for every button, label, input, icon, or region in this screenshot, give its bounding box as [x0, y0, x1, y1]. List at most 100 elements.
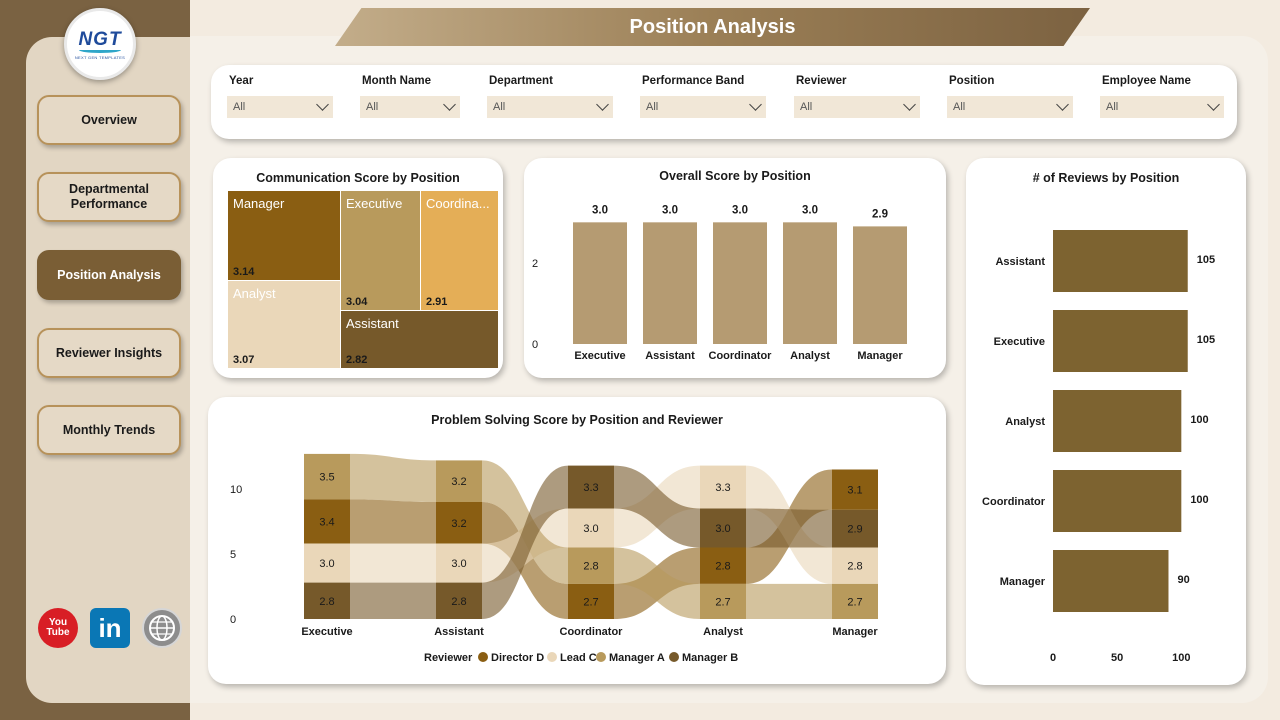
chevron-down-icon	[749, 98, 762, 111]
ribbon-segment[interactable]	[436, 502, 482, 544]
y-tick-label: 0	[230, 614, 236, 626]
ribbon-band-manager-b[interactable]	[746, 508, 832, 548]
dropdown-value: All	[953, 101, 966, 113]
ribbon-band-manager-a[interactable]	[350, 453, 436, 502]
x-tick-label: Analyst	[703, 626, 743, 638]
legend-entry[interactable]: Manager B	[682, 652, 738, 664]
hbar-analyst[interactable]	[1053, 390, 1182, 452]
treemap-tile-coordinator[interactable]	[421, 191, 498, 310]
ribbon-segment[interactable]	[304, 453, 350, 500]
website-globe-icon[interactable]	[142, 608, 182, 648]
filter-label: Year	[229, 75, 254, 87]
nav-monthly-trends-button[interactable]: Monthly Trends	[37, 405, 181, 455]
treemap-value: 2.82	[346, 354, 367, 366]
x-tick-label: 100	[1172, 652, 1190, 664]
page-title: Position Analysis	[629, 15, 796, 38]
reviewer-dropdown[interactable]: All	[794, 96, 920, 118]
bar-executive[interactable]	[573, 222, 627, 344]
dropdown-value: All	[493, 101, 506, 113]
legend-entry[interactable]: Director D	[491, 652, 544, 664]
ribbon-segment[interactable]	[304, 582, 350, 619]
logo-text: NGT	[78, 28, 122, 50]
ribbon-segment[interactable]	[436, 582, 482, 619]
ribbon-segment[interactable]	[568, 583, 614, 619]
treemap-label: Executive	[346, 196, 402, 211]
youtube-icon[interactable]: You Tube	[38, 608, 78, 648]
bar-coordinator[interactable]	[713, 222, 767, 344]
treemap-tile-assistant[interactable]	[341, 311, 498, 368]
bar-analyst[interactable]	[783, 222, 837, 344]
performance-band-dropdown[interactable]: All	[640, 96, 766, 118]
logo-swoosh-icon	[79, 47, 121, 53]
ribbon-segment[interactable]	[700, 547, 746, 584]
ribbon-segment[interactable]	[304, 543, 350, 583]
ribbon-segment[interactable]	[832, 469, 878, 510]
ribbon-segment[interactable]	[832, 547, 878, 584]
ribbon-band-lead-c[interactable]	[350, 543, 436, 583]
employee-name-dropdown[interactable]: All	[1100, 96, 1224, 118]
ribbon-segment[interactable]	[568, 547, 614, 584]
dropdown-value: All	[1106, 101, 1119, 113]
overall-score-chart: 3.0 Executive 3.0 Assistant 3.0 Coordinator 3.…	[532, 204, 907, 362]
hbar-assistant[interactable]	[1053, 230, 1188, 292]
ribbon-segment[interactable]	[832, 509, 878, 548]
bar-data-label: 3.0	[802, 204, 818, 216]
treemap-label: Manager	[233, 196, 285, 211]
bar-data-label: 3.0	[732, 204, 748, 216]
legend-marker	[669, 652, 679, 662]
hbar-manager[interactable]	[1053, 550, 1169, 612]
ngt-logo: NGT NEXT GEN TEMPLATES	[64, 8, 136, 80]
ribbon-band-director-d[interactable]	[350, 499, 436, 544]
ribbon-segment[interactable]	[568, 465, 614, 509]
ribbon-segment[interactable]	[700, 583, 746, 619]
ribbon-chart: 3.5 3.4 3.0 2.8 3.2 3.2 3.0 2.8 3.3 3.0 2.8 2.7 3.3 3…	[230, 453, 878, 664]
y-category-label: Analyst	[1005, 416, 1045, 428]
ribbon-band-manager-b[interactable]	[614, 465, 700, 548]
bar-assistant[interactable]	[643, 222, 697, 344]
month-dropdown[interactable]: All	[360, 96, 460, 118]
hbar-coordinator[interactable]	[1053, 470, 1182, 532]
nav-position-analysis-button[interactable]: Position Analysis	[37, 250, 181, 300]
treemap-value: 3.07	[233, 354, 254, 366]
chart-title: Problem Solving Score by Position and Re…	[431, 413, 723, 427]
filter-label: Month Name	[362, 75, 431, 87]
segment-value-label: 2.8	[583, 561, 598, 573]
x-tick-label: Manager	[857, 350, 903, 362]
ribbon-segment[interactable]	[436, 460, 482, 502]
treemap-tile-executive[interactable]	[341, 191, 420, 310]
legend-entry[interactable]: Lead C	[560, 652, 597, 664]
ribbon-band-manager-a[interactable]	[614, 547, 700, 620]
treemap-tile-manager[interactable]	[228, 191, 340, 280]
globe-icon	[149, 615, 175, 641]
x-tick-label: 50	[1111, 652, 1123, 664]
treemap-chart: Manager 3.14 Analyst 3.07 Executive 3.04 Coord…	[228, 191, 498, 368]
linkedin-icon[interactable]: in	[90, 608, 130, 648]
position-dropdown[interactable]: All	[947, 96, 1073, 118]
filter-label: Position	[949, 75, 995, 87]
ribbon-band-manager-a[interactable]	[482, 460, 568, 584]
y-category-label: Executive	[994, 336, 1045, 348]
ribbon-segment[interactable]	[568, 508, 614, 548]
ribbon-segment[interactable]	[700, 465, 746, 509]
hbar-data-label: 105	[1197, 254, 1215, 266]
segment-value-label: 2.7	[583, 596, 598, 608]
bar-manager[interactable]	[853, 226, 907, 344]
hbar-executive[interactable]	[1053, 310, 1188, 372]
y-tick-label: 2	[532, 258, 538, 270]
ribbon-band-manager-b[interactable]	[482, 465, 568, 619]
ribbon-band-manager-a[interactable]	[746, 583, 832, 619]
treemap-tile-analyst[interactable]	[228, 281, 340, 368]
ribbon-band-manager-b[interactable]	[350, 582, 436, 619]
ribbon-segment[interactable]	[436, 543, 482, 583]
ribbon-segment[interactable]	[304, 499, 350, 544]
treemap-label: Coordina...	[426, 196, 490, 211]
chevron-down-icon	[903, 98, 916, 111]
legend-entry[interactable]: Manager A	[609, 652, 665, 664]
nav-reviewer-insights-button[interactable]: Reviewer Insights	[37, 328, 181, 378]
department-dropdown[interactable]: All	[487, 96, 613, 118]
ribbon-segment[interactable]	[700, 508, 746, 548]
nav-overview-button[interactable]: Overview	[37, 95, 181, 145]
ribbon-segment[interactable]	[832, 583, 878, 619]
nav-departmental-performance-button[interactable]: Departmental Performance	[37, 172, 181, 222]
year-dropdown[interactable]: All	[227, 96, 333, 118]
